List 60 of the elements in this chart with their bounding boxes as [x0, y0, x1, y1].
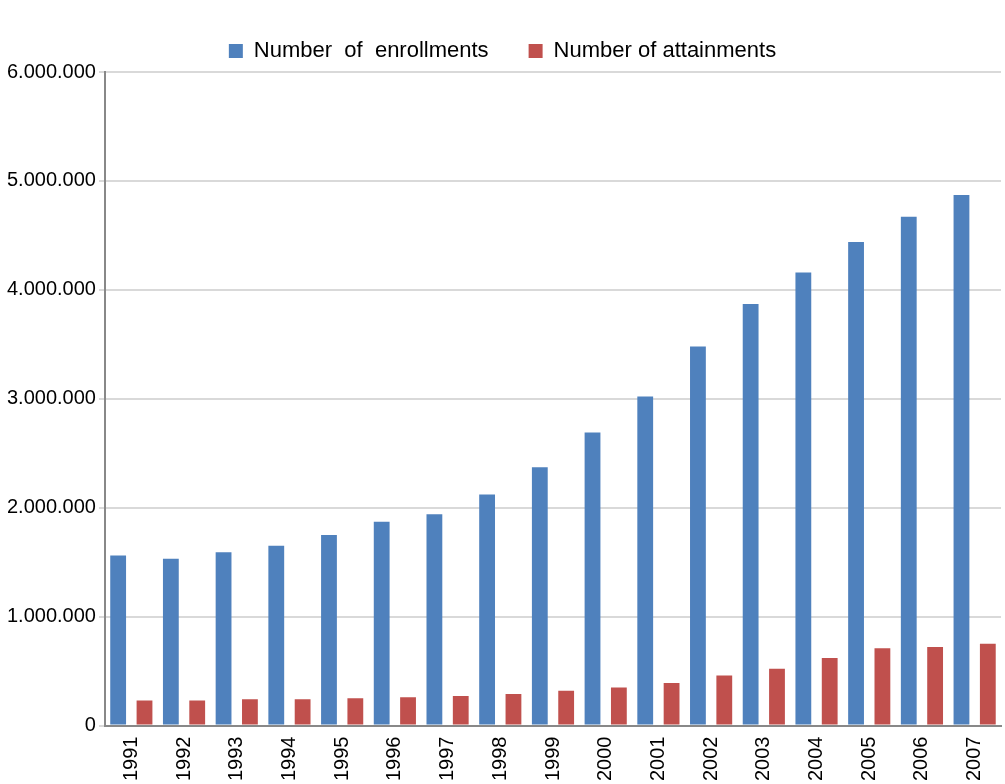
bar	[690, 346, 706, 725]
x-tick-label: 2007	[962, 736, 985, 782]
bar	[584, 432, 601, 725]
bar	[848, 241, 864, 725]
bar	[979, 643, 996, 725]
bar	[874, 648, 891, 725]
x-tick-label: 1995	[329, 736, 352, 782]
bar	[242, 699, 258, 725]
bar	[215, 552, 232, 725]
bar	[821, 657, 838, 725]
x-tick-label: 1996	[382, 736, 405, 782]
x-tick-label: 1993	[224, 736, 247, 782]
bar	[321, 534, 337, 725]
x-tick-label: 2003	[751, 736, 774, 782]
bar	[927, 647, 944, 725]
bar	[505, 693, 522, 725]
x-tick-label: 1992	[171, 736, 194, 782]
bar	[663, 683, 680, 725]
x-tick-label: 1994	[276, 736, 299, 782]
bar	[558, 690, 575, 725]
bar	[795, 272, 812, 725]
y-tick-label: 4.000.000	[6, 277, 96, 300]
x-tick-label: 2001	[645, 736, 668, 782]
x-tick-label: 1991	[118, 736, 141, 782]
x-tick-label: 2006	[909, 736, 932, 782]
x-tick-label: 2000	[593, 736, 616, 782]
bar	[294, 699, 311, 725]
bar	[400, 697, 416, 725]
y-tick-label: 1.000.000	[6, 604, 96, 627]
bar	[716, 675, 733, 725]
y-tick-label: 3.000.000	[6, 386, 96, 409]
y-tick-label: 6.000.000	[6, 59, 96, 82]
x-tick-label: 1999	[540, 736, 563, 782]
x-tick-label: 1998	[487, 736, 510, 782]
legend-label: Number of attainments	[553, 37, 777, 63]
bar	[452, 696, 469, 725]
bar	[742, 304, 759, 725]
bar	[162, 558, 179, 725]
x-tick-label: 2004	[804, 736, 827, 782]
y-tick-label: 2.000.000	[6, 495, 96, 518]
bar	[268, 545, 285, 725]
bar	[373, 521, 390, 725]
bar	[531, 467, 548, 725]
x-tick-label: 1997	[435, 736, 458, 782]
bar	[953, 195, 970, 725]
bar	[426, 514, 443, 725]
y-tick-label: 0	[84, 713, 96, 736]
x-tick-label: 2002	[698, 736, 721, 782]
legend-label: Number of enrollments	[253, 37, 489, 63]
bar	[769, 668, 785, 725]
bar	[347, 698, 364, 725]
bar	[637, 396, 654, 725]
bar	[110, 555, 127, 725]
bar	[900, 216, 917, 725]
bar	[136, 700, 153, 725]
x-tick-label: 2005	[856, 736, 879, 782]
bar	[189, 700, 206, 725]
bar	[479, 494, 496, 725]
bar	[610, 687, 627, 725]
y-tick-label: 5.000.000	[6, 168, 96, 191]
